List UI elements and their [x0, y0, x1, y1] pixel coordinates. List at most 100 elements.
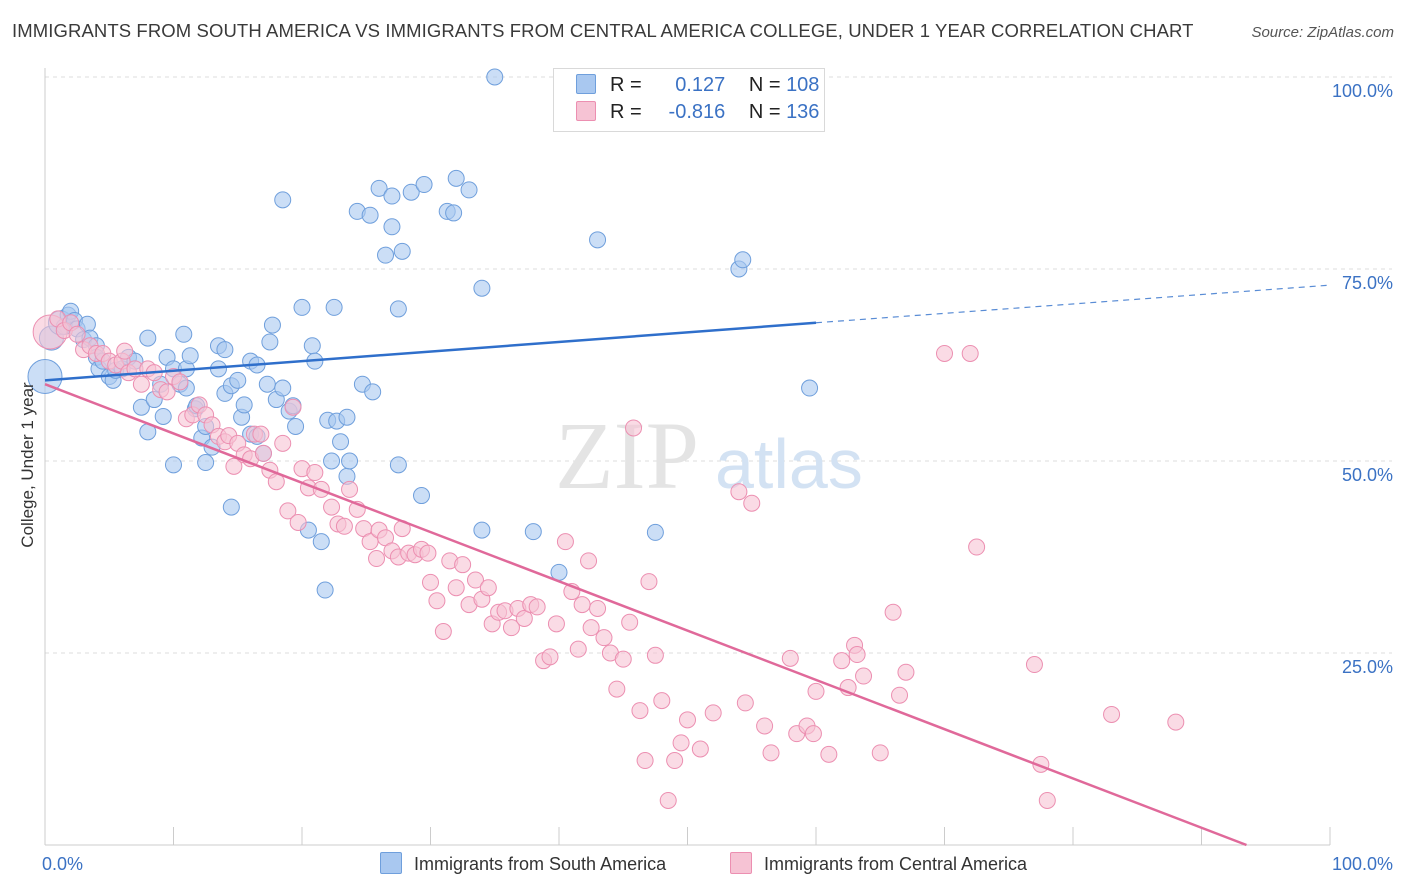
- data-point: [479, 579, 497, 597]
- legend-row-central-america: R = -0.816 N = 136: [576, 101, 819, 127]
- data-point: [263, 316, 281, 334]
- data-point: [646, 523, 664, 541]
- chart-title: IMMIGRANTS FROM SOUTH AMERICA VS IMMIGRA…: [12, 20, 1194, 41]
- data-point: [165, 456, 182, 474]
- data-point: [225, 457, 243, 475]
- data-point: [132, 375, 150, 393]
- data-point: [736, 694, 754, 712]
- data-point: [252, 425, 270, 443]
- data-point: [968, 538, 986, 556]
- trend-line-central-america: [44, 383, 1247, 847]
- data-point: [279, 502, 297, 520]
- data-point: [312, 533, 330, 551]
- legend-swatch-pink: [576, 101, 596, 121]
- series-south-america-points: [27, 68, 819, 599]
- data-point: [961, 344, 979, 362]
- data-point: [341, 452, 359, 470]
- data-point: [855, 667, 873, 685]
- trend-extension-south-america: [815, 284, 1331, 324]
- data-point: [582, 619, 600, 637]
- correlation-legend: R = 0.127 N = 108 R = -0.816 N = 136: [553, 68, 825, 132]
- legend-r-value: -0.816: [668, 101, 726, 123]
- data-point: [393, 242, 411, 260]
- data-point: [293, 298, 311, 316]
- data-point: [621, 613, 639, 631]
- data-point: [486, 68, 504, 86]
- legend-item-central-america: Immigrants from Central America: [730, 852, 1027, 875]
- legend-label-central-america: Immigrants from Central America: [764, 854, 1028, 874]
- y-tick-label: 25.0%: [1342, 657, 1393, 677]
- data-point: [68, 325, 86, 343]
- data-point: [541, 648, 559, 666]
- data-point: [556, 533, 574, 551]
- data-point: [631, 702, 649, 720]
- data-point: [383, 187, 401, 205]
- data-point: [274, 191, 292, 209]
- legend-n-value: 108: [786, 74, 820, 96]
- data-point: [434, 622, 452, 640]
- data-point: [258, 375, 276, 393]
- data-point: [261, 333, 279, 351]
- data-point: [419, 544, 437, 562]
- axes: [44, 68, 1331, 846]
- watermark: ZIP atlas: [555, 402, 863, 509]
- data-point: [743, 494, 761, 512]
- data-point: [704, 704, 722, 722]
- legend-swatch-pink: [730, 852, 752, 874]
- data-point: [413, 487, 431, 505]
- data-point: [573, 596, 591, 614]
- y-axis-label: College, Under 1 year: [18, 382, 37, 548]
- data-point: [454, 556, 472, 574]
- data-point: [515, 609, 533, 627]
- legend-row-south-america: R = 0.127 N = 108: [576, 74, 819, 100]
- data-point: [646, 646, 664, 664]
- data-point: [303, 337, 321, 355]
- data-point: [734, 251, 752, 269]
- legend-r-label: R =: [610, 74, 642, 96]
- trend-lines: [44, 284, 1331, 847]
- data-point: [672, 734, 690, 752]
- data-point: [801, 379, 819, 397]
- data-point: [891, 686, 909, 704]
- legend-swatch-blue: [380, 852, 402, 874]
- data-point: [229, 371, 247, 389]
- data-point: [807, 682, 825, 700]
- data-point: [287, 417, 305, 435]
- data-point: [848, 646, 866, 664]
- data-point: [323, 452, 341, 470]
- data-point: [377, 246, 395, 264]
- data-point: [132, 398, 150, 416]
- legend-r-label: R =: [610, 101, 642, 123]
- data-point: [1167, 713, 1185, 731]
- data-point: [175, 325, 193, 343]
- data-point: [383, 218, 401, 236]
- data-point: [338, 408, 356, 426]
- data-point: [1025, 656, 1043, 674]
- data-point: [1038, 791, 1056, 809]
- data-point: [460, 181, 478, 199]
- data-point: [235, 396, 253, 414]
- legend-item-south-america: Immigrants from South America: [380, 852, 666, 875]
- data-point: [936, 344, 953, 362]
- data-point: [289, 513, 307, 531]
- legend-swatch-blue: [576, 74, 596, 94]
- data-point: [254, 444, 272, 462]
- data-point: [528, 598, 546, 616]
- watermark-zip: ZIP: [555, 402, 699, 509]
- data-point: [595, 629, 613, 647]
- data-point: [897, 663, 915, 681]
- y-tick-label: 50.0%: [1342, 465, 1393, 485]
- data-point: [181, 347, 199, 365]
- data-point: [756, 717, 774, 735]
- legend-n-value: 136: [786, 101, 820, 123]
- data-point: [625, 419, 643, 437]
- data-point: [580, 552, 598, 570]
- data-point: [730, 483, 748, 501]
- tick-labels: 25.0% 50.0% 75.0% 100.0% 0.0% 100.0%: [42, 81, 1393, 874]
- data-point: [833, 652, 851, 670]
- data-point: [445, 204, 463, 222]
- data-point: [502, 619, 520, 637]
- data-point: [820, 745, 838, 763]
- source-credit: Source: ZipAtlas.com: [1251, 24, 1394, 41]
